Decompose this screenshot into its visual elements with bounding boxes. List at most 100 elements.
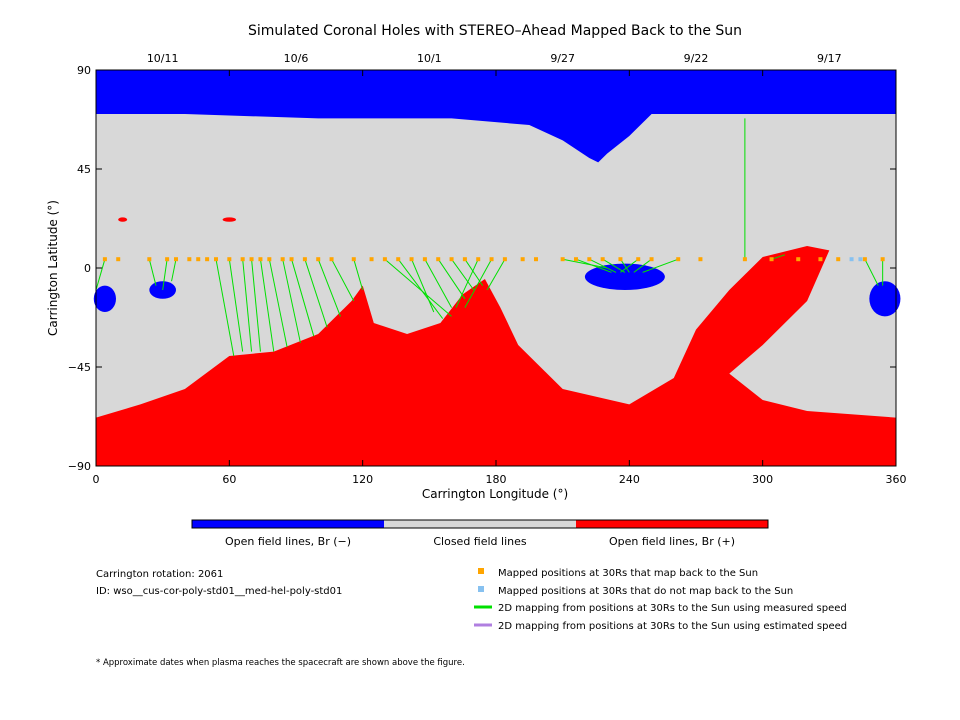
y-tick-label-2: 0 <box>84 262 91 275</box>
mapped-point-9 <box>227 257 232 262</box>
mapped-point-26 <box>449 257 454 262</box>
colorbar-closed <box>384 520 576 528</box>
mapping-line-16 <box>304 259 328 328</box>
mapped-point-48 <box>880 257 885 262</box>
mapping-line-21 <box>384 258 452 317</box>
footnote: * Approximate dates when plasma reaches … <box>96 658 465 668</box>
legend: Mapped positions at 30Rs that map back t… <box>474 568 847 632</box>
legend-measured-label: 2D mapping from positions at 30Rs to the… <box>498 603 847 614</box>
mapped-point-32 <box>534 257 538 262</box>
mapped-point-39 <box>649 257 654 262</box>
rotation-info: Carrington rotation: 2061 <box>96 569 223 580</box>
mapped-point-45 <box>818 257 823 262</box>
mapping-line-15 <box>291 259 315 337</box>
south-positive-hole <box>96 246 896 466</box>
mapped-point-24 <box>422 257 427 262</box>
axes: 0 60 120 180 240 300 360 −90 −45 0 45 90 <box>68 64 907 486</box>
mapped-point-20 <box>369 257 374 262</box>
mapping-line-14 <box>282 259 301 343</box>
date-tick-label-0: 10/11 <box>147 52 179 65</box>
date-tick-label-3: 9/27 <box>550 52 575 65</box>
mapping-line-47 <box>864 258 879 286</box>
legend-unmapped-swatch <box>478 586 484 592</box>
mapping-line-13 <box>268 259 288 348</box>
mapping-line-39 <box>633 258 652 273</box>
mapped-point-31 <box>520 257 525 262</box>
legend-mapped-swatch <box>478 568 484 574</box>
mapped-point-34 <box>574 257 578 262</box>
legend-estimated-label: 2D mapping from positions at 30Rs to the… <box>498 621 847 632</box>
x-tick-label-2: 120 <box>352 473 373 486</box>
mapped-point-14 <box>280 257 285 262</box>
mapped-point-7 <box>205 257 210 262</box>
date-tick-label-1: 10/6 <box>284 52 309 65</box>
mapping-line-2 <box>148 259 157 286</box>
mapped-point-41 <box>698 257 703 262</box>
mapping-line-11 <box>251 259 261 352</box>
mapping-line-9 <box>228 259 244 352</box>
mapping-line-28 <box>455 258 479 308</box>
mapped-point-43 <box>769 257 774 262</box>
mapped-point-8 <box>214 257 218 262</box>
date-tick-label-5: 9/17 <box>817 52 842 65</box>
mapped-point-40 <box>676 257 681 262</box>
mapping-line-10 <box>242 259 253 352</box>
mapping-line-18 <box>331 258 355 302</box>
mapping-line-29 <box>464 258 492 308</box>
mapped-point-22 <box>396 257 401 262</box>
coronal-hole-blob-3 <box>869 281 901 317</box>
mapped-point-23 <box>409 257 414 262</box>
mapping-line-8 <box>215 259 235 357</box>
mapped-point-19 <box>351 257 356 262</box>
x-tick-label-4: 240 <box>619 473 640 486</box>
regions <box>93 70 901 466</box>
coronal-hole-blob-4 <box>118 217 128 222</box>
mapping-line-23 <box>411 259 435 313</box>
date-tick-label-2: 10/1 <box>417 52 442 65</box>
mapping-line-19 <box>353 259 364 291</box>
mapping-line-0 <box>95 259 106 291</box>
mapped-points <box>102 257 885 262</box>
mapping-line-40 <box>642 258 679 273</box>
mapping-line-12 <box>259 259 275 352</box>
mapping-line-30 <box>486 258 506 291</box>
x-tick-label-1: 60 <box>222 473 236 486</box>
mapped-point-1 <box>116 257 121 262</box>
date-tick-label-4: 9/22 <box>684 52 709 65</box>
x-axis-label: Carrington Longitude (°) <box>422 487 568 501</box>
mapped-point-12 <box>258 257 263 262</box>
mapped-point-6 <box>196 257 201 262</box>
coronal-hole-blob-2 <box>584 263 665 290</box>
mapped-point-29 <box>489 257 494 262</box>
north-polar-hole <box>96 70 896 163</box>
mapped-point-25 <box>436 257 441 262</box>
coronal-hole-blob-5 <box>222 217 236 222</box>
x-tick-label-5: 300 <box>752 473 773 486</box>
model-id: ID: wso__cus-cor-poly-std01__med-hel-pol… <box>96 586 342 597</box>
mapped-point-21 <box>382 257 387 262</box>
mapped-point-16 <box>302 257 307 262</box>
colorbar-label-closed: Closed field lines <box>433 535 527 548</box>
mapped-point-3 <box>165 257 170 262</box>
colorbar-positive <box>576 520 768 528</box>
mapped-point-10 <box>240 257 245 262</box>
colorbar-frame <box>191 519 769 529</box>
y-axis-label: Carrington Latitude (°) <box>46 200 60 336</box>
mapping-line-38 <box>620 258 639 273</box>
colorbar-label-negative: Open field lines, Br (−) <box>225 535 351 548</box>
legend-unmapped-label: Mapped positions at 30Rs that do not map… <box>498 586 793 597</box>
legend-mapped-label: Mapped positions at 30Rs that map back t… <box>498 568 758 579</box>
mapping-line-36 <box>602 258 626 273</box>
mapped-point-37 <box>618 257 623 262</box>
chart-title: Simulated Coronal Holes with STEREO–Ahea… <box>248 23 742 39</box>
mapped-point-35 <box>587 257 592 262</box>
y-tick-label-0: −90 <box>68 460 91 473</box>
mapping-line-3 <box>162 259 168 291</box>
unmapped-point-0 <box>849 257 854 262</box>
mapped-point-30 <box>502 257 507 262</box>
mapping-line-24 <box>424 258 452 308</box>
coronal-hole-map <box>93 69 901 467</box>
x-tick-label-0: 0 <box>93 473 100 486</box>
mapped-point-42 <box>742 257 747 262</box>
mapping-lines <box>95 118 884 357</box>
